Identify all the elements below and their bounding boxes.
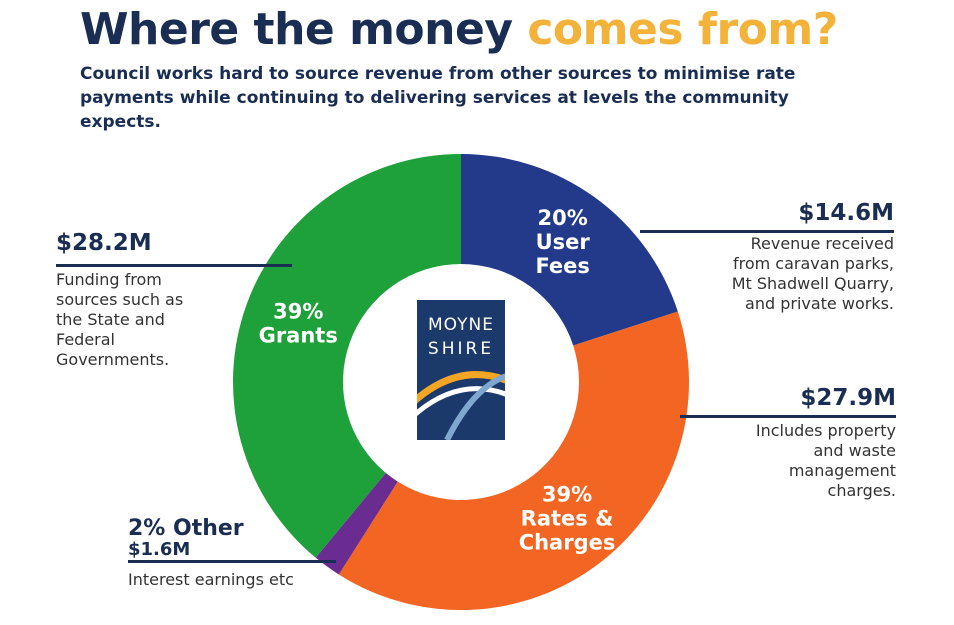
other-amount: $1.6M: [128, 539, 191, 560]
rates-desc-line: Includes property: [755, 421, 896, 440]
slice-other: [315, 472, 398, 575]
title-part-1: Where the money: [80, 4, 513, 55]
moyne-shire-logo: MOYNE SHIRE: [417, 300, 505, 440]
user-fees-desc-line: Mt Shadwell Quarry,: [731, 274, 894, 293]
title-part-2: comes from?: [527, 4, 838, 55]
grants-desc-line: sources such as: [56, 290, 184, 309]
grants-desc-line: Funding from: [56, 270, 162, 289]
grants-desc-line: the State and: [56, 310, 165, 329]
other-callout: 2% Other $1.6M Interest earnings etc: [128, 518, 368, 590]
user-fees-callout: $14.6M Revenue received from caravan par…: [690, 200, 894, 314]
rates-description: Includes property and waste management c…: [700, 421, 896, 501]
rates-amount: $27.9M: [800, 385, 896, 411]
slice-grants: [233, 154, 461, 558]
grants-desc-line: Governments.: [56, 350, 170, 369]
grants-amount: $28.2M: [56, 230, 152, 256]
grants-callout: $28.2M Funding from sources such as the …: [56, 230, 246, 370]
rates-desc-line: charges.: [827, 481, 896, 500]
logo-text-line1: MOYNE: [428, 315, 494, 335]
grants-desc-line: Federal: [56, 330, 115, 349]
user-fees-desc-line: from caravan parks,: [732, 254, 894, 273]
slice-rates: [338, 311, 689, 610]
slice-label-user_fees: 20% User Fees: [535, 206, 590, 278]
subtitle: Council works hard to source revenue fro…: [80, 64, 796, 132]
user-fees-desc-line: and private works.: [745, 294, 894, 313]
other-leader-line: [128, 560, 336, 563]
rates-leader-line: [680, 415, 896, 418]
slice-label-rates: 39% Rates & Charges: [519, 483, 616, 555]
page-title: Where the money comes from?: [80, 4, 838, 55]
user-fees-description: Revenue received from caravan parks, Mt …: [690, 234, 894, 314]
logo-text-line2: SHIRE: [428, 339, 494, 359]
rates-callout: $27.9M Includes property and waste manag…: [700, 385, 896, 501]
other-heading: 2% Other: [128, 516, 244, 541]
user-fees-leader-line: [640, 230, 894, 233]
rates-desc-line: and waste: [813, 441, 896, 460]
grants-leader-line: [56, 264, 292, 267]
other-description: Interest earnings etc: [128, 570, 294, 589]
slice-label-grants: 39% Grants: [259, 299, 338, 347]
user-fees-desc-line: Revenue received: [750, 234, 894, 253]
rates-desc-line: management: [788, 461, 896, 480]
grants-description: Funding from sources such as the State a…: [56, 270, 246, 370]
user-fees-amount: $14.6M: [798, 200, 894, 226]
slice-user_fees: [461, 154, 678, 346]
